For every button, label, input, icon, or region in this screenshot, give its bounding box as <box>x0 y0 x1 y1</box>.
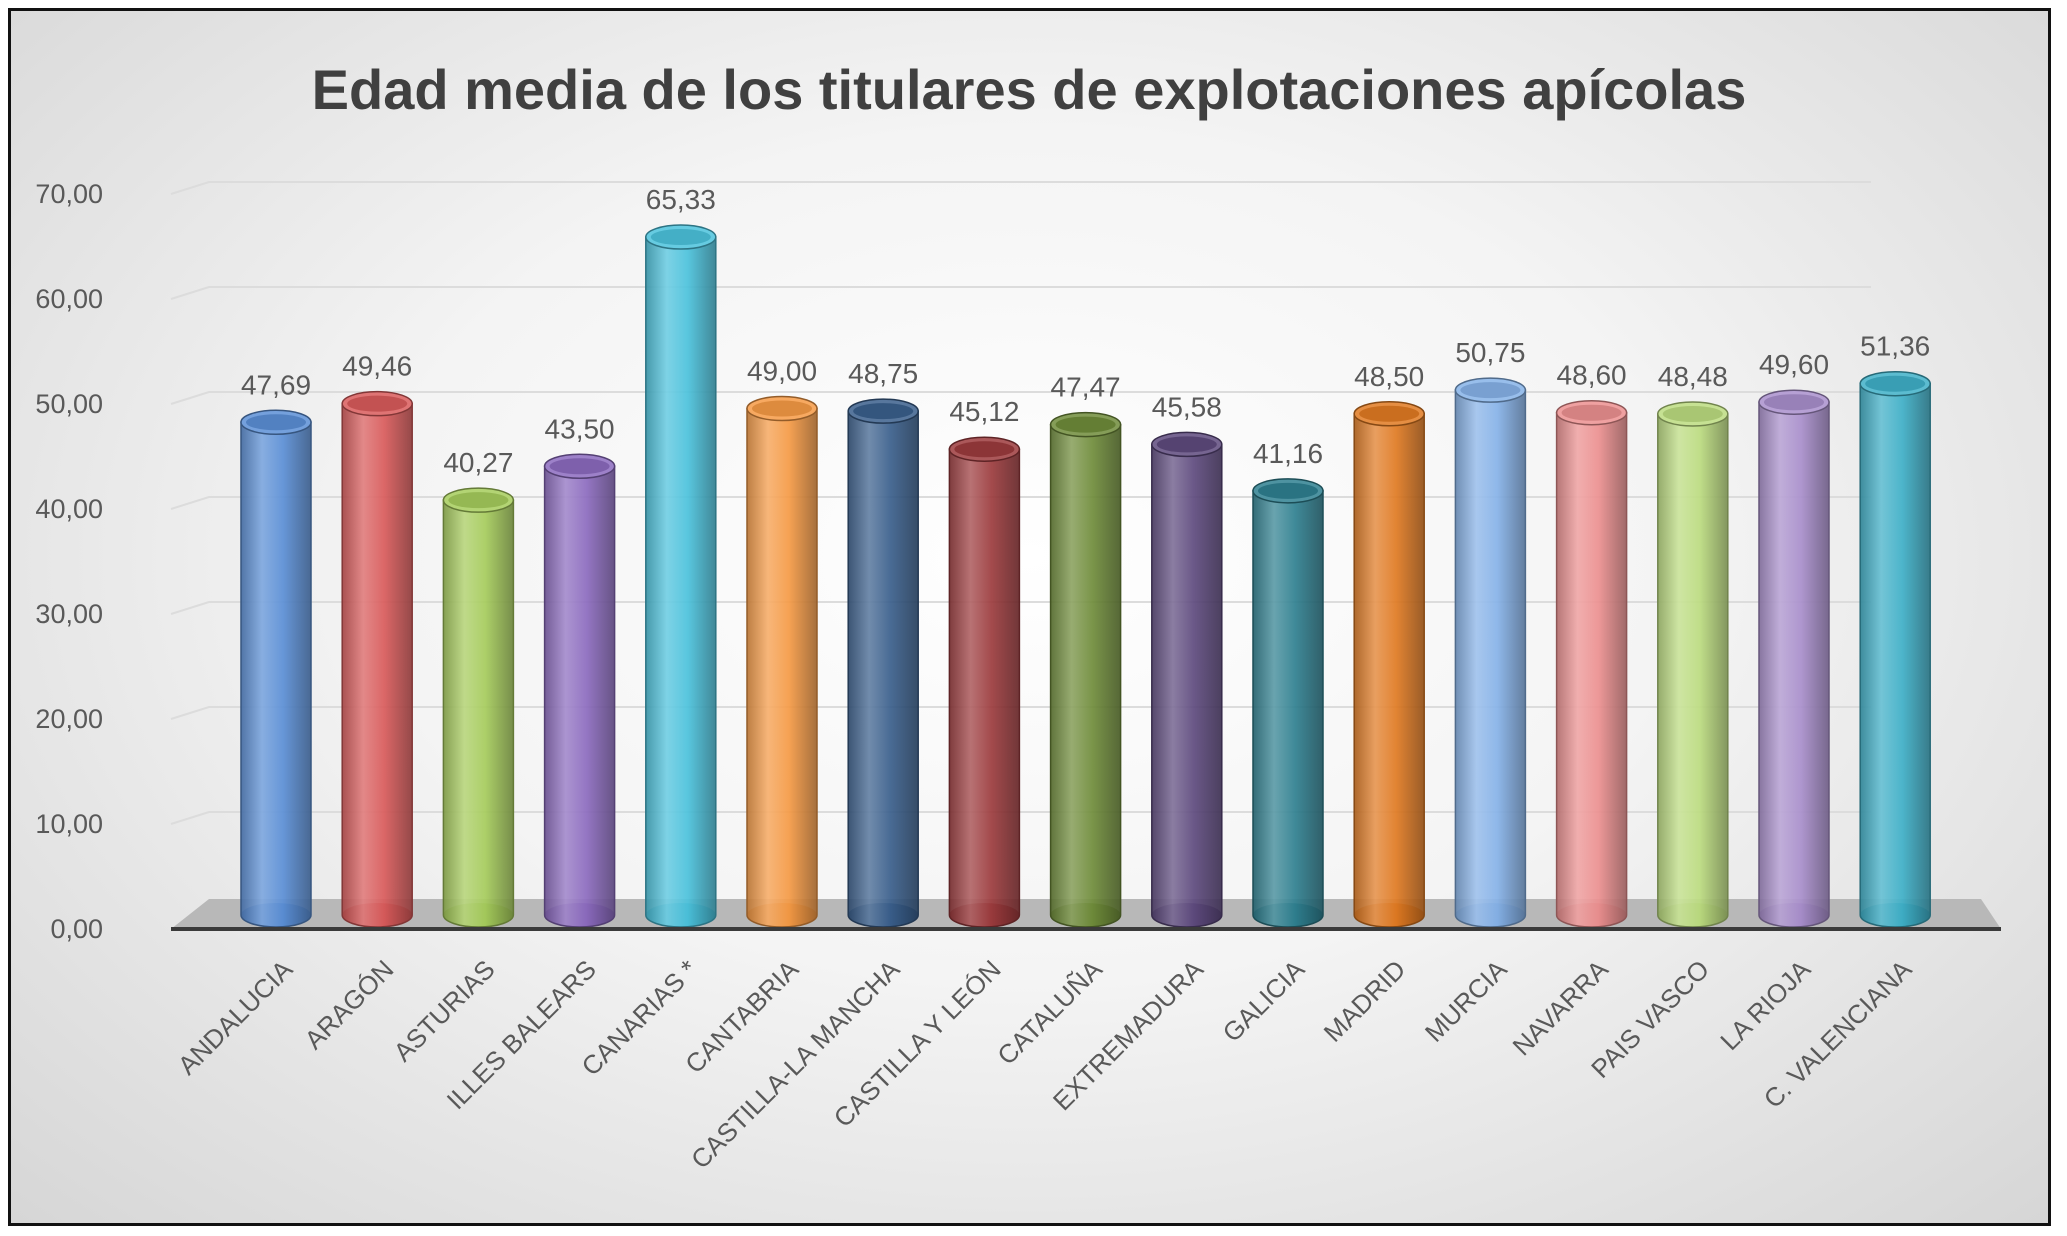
bar <box>442 487 515 928</box>
category-label: GALICIA <box>1216 954 1310 1048</box>
gridline <box>170 286 1871 300</box>
y-tick-label: 10,00 <box>35 809 103 839</box>
data-label: 45,58 <box>1152 391 1222 422</box>
data-label: 48,48 <box>1658 361 1728 392</box>
y-tick-label: 40,00 <box>35 494 103 524</box>
data-label: 43,50 <box>545 413 615 444</box>
bar <box>1252 478 1324 928</box>
bar <box>1758 389 1830 928</box>
y-tick-label: 30,00 <box>35 599 103 629</box>
data-label: 47,47 <box>1051 372 1121 403</box>
data-label: 49,00 <box>747 356 817 387</box>
data-label: 49,46 <box>342 351 412 382</box>
gridline <box>170 181 1871 195</box>
category-label: MADRID <box>1318 954 1412 1048</box>
y-tick-label: 0,00 <box>50 914 103 944</box>
data-label: 48,60 <box>1557 360 1627 391</box>
bar-chart: Edad media de los titulares de explotaci… <box>35 58 2001 1175</box>
data-label: 48,50 <box>1354 361 1424 392</box>
bar <box>543 453 616 928</box>
data-label: 51,36 <box>1860 331 1930 362</box>
gridline <box>170 391 1871 405</box>
category-label: MURCIA <box>1419 954 1513 1048</box>
category-label: CASTILLA Y LEÓN <box>828 954 1007 1133</box>
y-tick-label: 60,00 <box>35 284 103 314</box>
y-tick-label: 70,00 <box>35 179 103 209</box>
bar <box>1353 401 1425 928</box>
chart-title: Edad media de los titulares de explotaci… <box>312 58 1747 121</box>
bar <box>1049 411 1122 928</box>
bar <box>847 398 919 928</box>
data-label: 41,16 <box>1253 438 1323 469</box>
data-label: 49,60 <box>1759 349 1829 380</box>
y-tick-label: 20,00 <box>35 704 103 734</box>
category-label: LA RIOJA <box>1714 954 1816 1056</box>
y-axis: 0,00 10,00 20,00 30,00 40,00 50,00 60,00 70,00 <box>35 179 103 944</box>
data-label: 65,33 <box>646 184 716 215</box>
bars <box>240 224 1931 928</box>
y-tick-label: 50,00 <box>35 389 103 419</box>
data-label: 47,69 <box>241 369 311 400</box>
bar <box>948 436 1021 928</box>
data-labels: 47,69 49,46 40,27 43,50 65,33 49,00 48,75 45,12… <box>241 184 1930 478</box>
bar <box>645 224 717 928</box>
bar <box>1657 401 1729 928</box>
data-label: 48,75 <box>848 358 918 389</box>
category-label: NAVARRA <box>1506 954 1614 1062</box>
category-label: CASTILLA-LA MANCHA <box>685 954 906 1175</box>
bar <box>240 409 312 928</box>
bar <box>1454 377 1527 928</box>
category-label: ARAGÓN <box>299 954 400 1055</box>
data-label: 40,27 <box>443 447 513 478</box>
chart-frame: Edad media de los titulares de explotaci… <box>8 8 2051 1226</box>
bar <box>1555 399 1628 928</box>
data-label: 50,75 <box>1455 337 1525 368</box>
data-label: 45,12 <box>949 396 1019 427</box>
category-label: ANDALUCIA <box>172 954 299 1081</box>
bar <box>1151 431 1223 928</box>
bar <box>341 390 413 928</box>
bar <box>746 395 818 928</box>
bar <box>1859 370 1931 928</box>
